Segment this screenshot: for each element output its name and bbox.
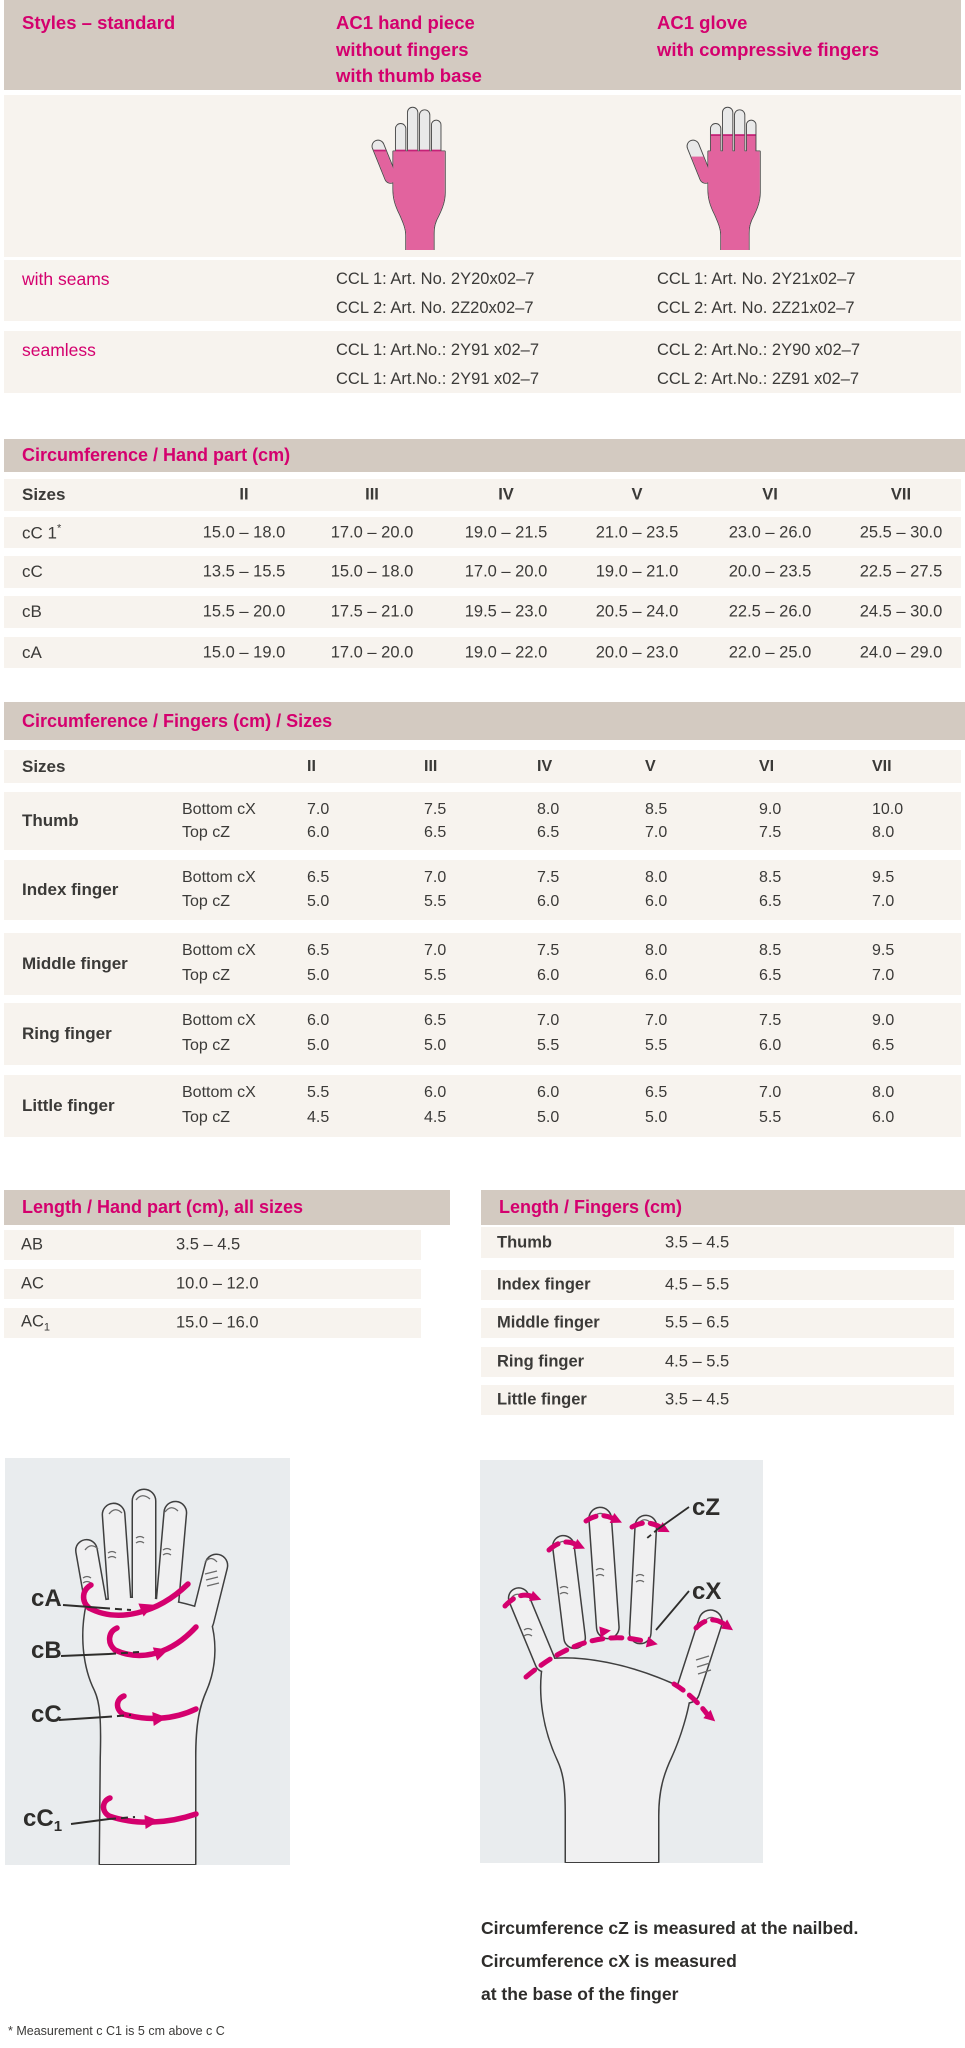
table-row-length-thumb: Thumb 3.5 – 4.5 [481, 1227, 954, 1258]
footnote: * Measurement c C1 is 5 cm above c C [8, 2024, 225, 2038]
styles-header-band: Styles – standard AC1 hand piece without… [4, 0, 961, 90]
label-cC: cC [31, 1701, 62, 1728]
diagram-hand-circumference-points: cA cB cC cC1 [5, 1458, 290, 1865]
section-title-length-hand: Length / Hand part (cm), all sizes [4, 1190, 450, 1225]
glove-region [370, 149, 445, 250]
table-row-cC: cC 13.5 – 15.5 15.0 – 18.0 17.0 – 20.0 1… [4, 556, 961, 588]
table-row-AC1: AC1 15.0 – 16.0 [4, 1308, 421, 1338]
section-title-hand-circumference: Circumference / Hand part (cm) [4, 439, 965, 472]
article-numbers-glove: CCL 1: Art. No. 2Y21x02–7 CCL 2: Art. No.… [657, 270, 856, 317]
section-title-length-fingers: Length / Fingers (cm) [481, 1190, 965, 1225]
article-numbers-glove: CCL 2: Art.No.: 2Y90 x02–7 CCL 2: Art.No.… [657, 341, 861, 388]
table-row-cA: cA 15.0 – 19.0 17.0 – 20.0 19.0 – 22.0 2… [4, 637, 961, 668]
page-title: Styles – standard [22, 12, 176, 33]
table-row-length-middle: Middle finger 5.5 – 6.5 [481, 1308, 954, 1338]
sizes-label: Sizes [22, 756, 66, 776]
finger-row-middle: Middle finger Bottom cX Top cZ 6.5 7.0 7… [4, 933, 961, 995]
article-numbers-handpiece: CCL 1: Art. No. 2Y20x02–7 CCL 2: Art. No.… [336, 270, 535, 317]
finger-row-thumb: Thumb Bottom cX Top cZ 7.0 7.5 8.0 8.5 9… [4, 792, 961, 850]
measurement-arcs [502, 1513, 727, 1717]
finger-table-header-row: Sizes II III IV V VI VII [4, 750, 961, 783]
finger-row-index: Index finger Bottom cX Top cZ 6.5 7.0 7.… [4, 860, 961, 920]
table-row-length-ring: Ring finger 4.5 – 5.5 [481, 1347, 954, 1377]
table-row-cC1: cC 1* 15.0 – 18.0 17.0 – 20.0 19.0 – 21.… [4, 517, 961, 548]
finger-crease-marks [509, 1512, 718, 1675]
sizes-label: Sizes [22, 485, 66, 504]
label-cB: cB [31, 1637, 62, 1664]
table-row-AC: AC 10.0 – 12.0 [4, 1269, 421, 1299]
handpiece-illustration [370, 106, 446, 250]
finger-row-ring: Ring finger Bottom cX Top cZ 6.0 6.5 7.0… [4, 1003, 961, 1065]
section-title-finger-circumference: Circumference / Fingers (cm) / Sizes [4, 702, 965, 740]
pointer-lines [58, 1604, 140, 1825]
hand-outline [507, 1506, 723, 1863]
table-row-cB: cB 15.5 – 20.0 17.5 – 21.0 19.5 – 23.0 2… [4, 596, 961, 628]
table-row-AB: AB 3.5 – 4.5 [4, 1230, 421, 1260]
hand-table-header-row: Sizes II III IV V VI VII [4, 479, 961, 511]
label-cX: cX [692, 1578, 721, 1605]
finger-row-little: Little finger Bottom cX Top cZ 5.5 6.0 6… [4, 1075, 961, 1137]
variant-label: seamless [22, 340, 96, 360]
table-row-length-little: Little finger 3.5 – 4.5 [481, 1385, 954, 1415]
arrowheads [529, 1513, 734, 1722]
variant-label: with seams [22, 269, 110, 289]
article-row-with-seams: with seams CCL 1: Art. No. 2Y20x02–7 CCL … [4, 260, 961, 321]
handpiece-title: AC1 hand piece without fingers with thum… [336, 12, 482, 86]
label-cA: cA [31, 1585, 62, 1612]
label-cC1: cC1 [23, 1805, 62, 1835]
pointer-lines [645, 1506, 690, 1631]
article-row-seamless: seamless CCL 1: Art.No.: 2Y91 x02–7 CCL 1… [4, 331, 961, 393]
diagram-finger-circumference-points: cZ cX [480, 1460, 763, 1863]
finger-crease-marks [82, 1495, 220, 1587]
glove-title: AC1 glove with compressive fingers [657, 12, 880, 60]
product-illustrations-band [4, 95, 961, 257]
table-row-length-index: Index finger 4.5 – 5.5 [481, 1270, 954, 1300]
label-cZ: cZ [692, 1494, 720, 1521]
glove-illustration [685, 106, 761, 250]
article-numbers-handpiece: CCL 1: Art.No.: 2Y91 x02–7 CCL 1: Art.No.… [336, 341, 540, 388]
arrowheads [138, 1603, 169, 1829]
measurement-note: Circumference cZ is measured at the nail… [481, 1918, 859, 2004]
